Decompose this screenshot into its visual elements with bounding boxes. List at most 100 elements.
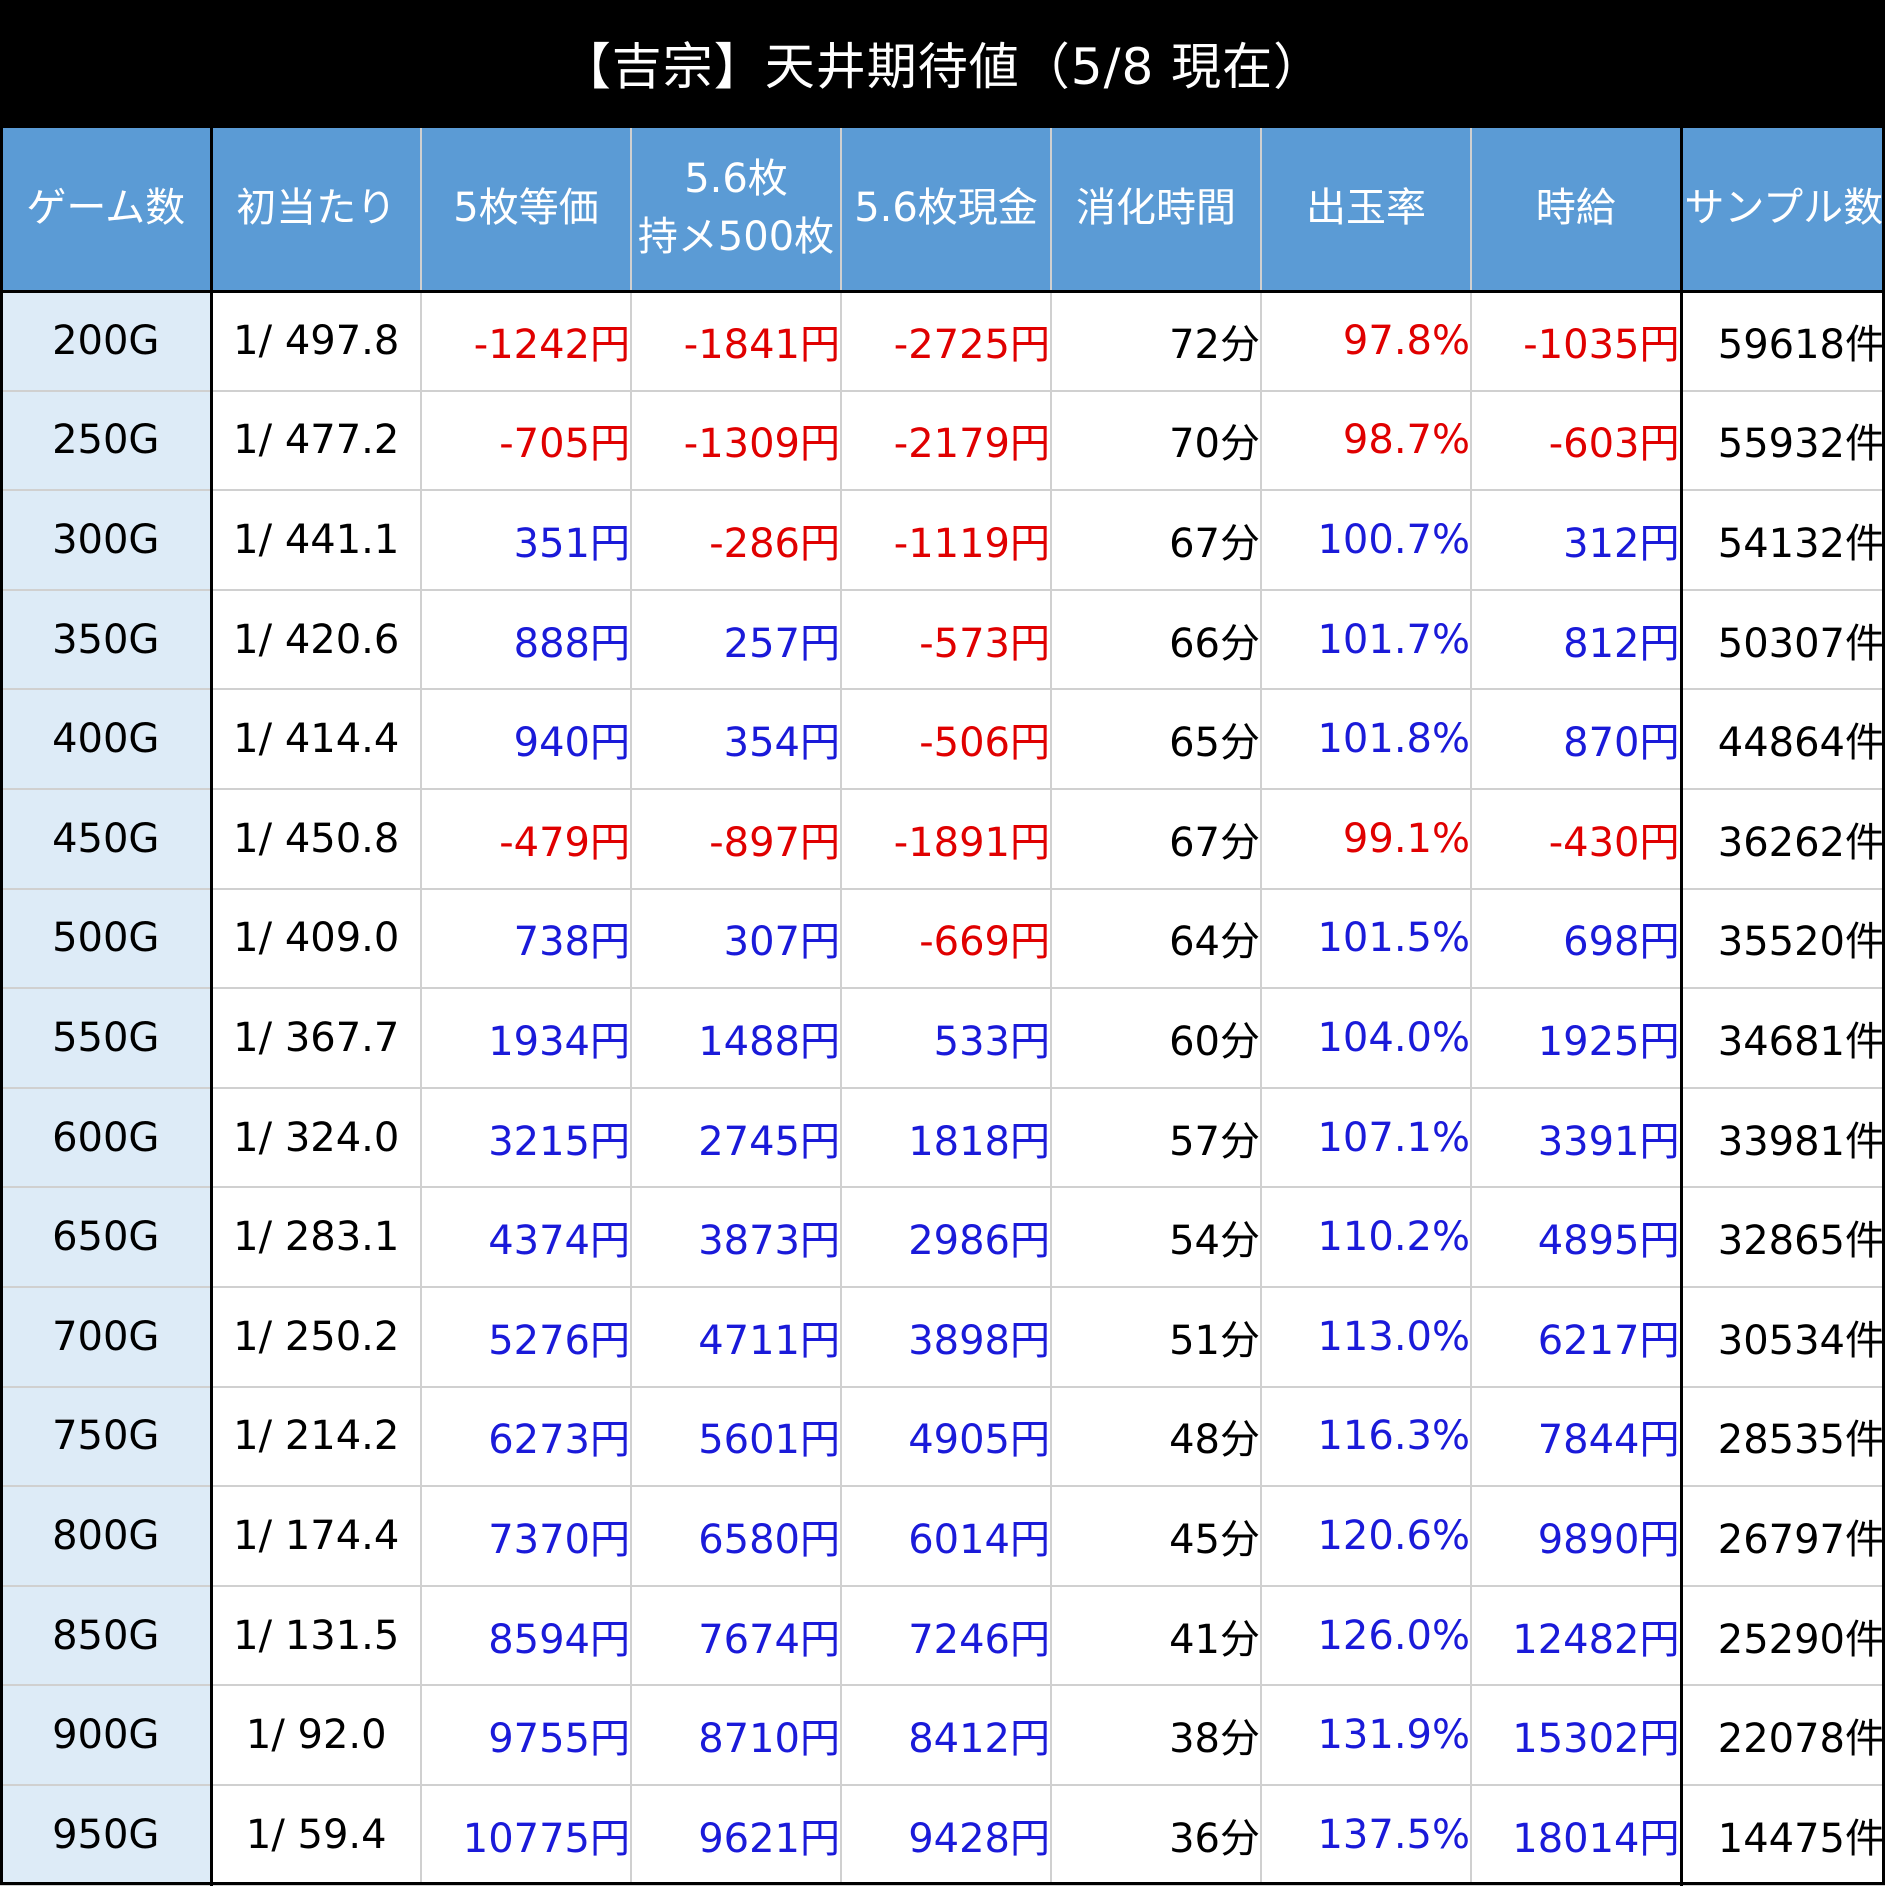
cell-game-count: 550G <box>0 987 213 1089</box>
cell-hourly-wage: -430円 <box>1470 787 1683 890</box>
cell-hourly-wage: 9890円 <box>1470 1485 1683 1587</box>
cell-first-hit: 1/ 450.8 <box>210 787 422 890</box>
cell-5-equal: 738円 <box>420 887 632 990</box>
cell-5-6-medal-500: 6580円 <box>630 1485 842 1587</box>
cell-hourly-wage: -1035円 <box>1470 290 1683 392</box>
cell-payout-rate: 101.7% <box>1260 588 1472 691</box>
table-row: 550G 1/ 367.7 1934円 1488円 533円 60分 104.0% 1925円… <box>0 987 1885 1089</box>
cell-payout-rate: 101.8% <box>1260 688 1472 790</box>
header-play-time: 消化時間 <box>1050 125 1262 292</box>
cell-5-6-cash: -1891円 <box>840 787 1052 890</box>
cell-game-count: 850G <box>0 1584 213 1687</box>
cell-5-6-cash: 9428円 <box>840 1783 1052 1886</box>
cell-first-hit: 1/ 174.4 <box>210 1485 422 1587</box>
cell-sample-count: 26797件 <box>1680 1485 1885 1587</box>
cell-hourly-wage: 812円 <box>1470 588 1683 691</box>
cell-5-equal: 3215円 <box>420 1086 632 1189</box>
cell-game-count: 650G <box>0 1186 213 1288</box>
cell-hourly-wage: 7844円 <box>1470 1385 1683 1488</box>
cell-5-6-medal-500: -897円 <box>630 787 842 890</box>
cell-sample-count: 55932件 <box>1680 389 1885 492</box>
cell-game-count: 200G <box>0 290 213 392</box>
cell-5-equal: -479円 <box>420 787 632 890</box>
cell-sample-count: 25290件 <box>1680 1584 1885 1687</box>
cell-sample-count: 34681件 <box>1680 987 1885 1089</box>
cell-sample-count: 30534件 <box>1680 1285 1885 1388</box>
cell-play-time: 64分 <box>1050 887 1262 990</box>
cell-game-count: 350G <box>0 588 213 691</box>
cell-game-count: 300G <box>0 489 213 591</box>
cell-first-hit: 1/ 497.8 <box>210 290 422 392</box>
cell-payout-rate: 113.0% <box>1260 1285 1472 1388</box>
table-row: 750G 1/ 214.2 6273円 5601円 4905円 48分 116.3% 7844… <box>0 1385 1885 1488</box>
cell-game-count: 800G <box>0 1485 213 1587</box>
cell-5-6-medal-500: -286円 <box>630 489 842 591</box>
cell-play-time: 38分 <box>1050 1684 1262 1786</box>
cell-5-6-medal-500: 4711円 <box>630 1285 842 1388</box>
cell-sample-count: 14475件 <box>1680 1783 1885 1886</box>
header-first-hit: 初当たり <box>210 125 422 292</box>
cell-5-6-cash: 533円 <box>840 987 1052 1089</box>
cell-sample-count: 36262件 <box>1680 787 1885 890</box>
cell-5-equal: 4374円 <box>420 1186 632 1288</box>
cell-first-hit: 1/ 441.1 <box>210 489 422 591</box>
cell-play-time: 41分 <box>1050 1584 1262 1687</box>
header-row: ゲーム数 初当たり 5枚等価 5.6枚 持メ500枚 5.6枚現金 消化時間 出玉率 時給 サン… <box>0 125 1885 292</box>
expected-value-table: ゲーム数 初当たり 5枚等価 5.6枚 持メ500枚 5.6枚現金 消化時間 出玉率 時給 サン… <box>0 125 1885 1886</box>
header-payout-rate: 出玉率 <box>1260 125 1472 292</box>
cell-5-equal: 6273円 <box>420 1385 632 1488</box>
cell-sample-count: 28535件 <box>1680 1385 1885 1488</box>
cell-game-count: 500G <box>0 887 213 990</box>
cell-sample-count: 22078件 <box>1680 1684 1885 1786</box>
cell-sample-count: 33981件 <box>1680 1086 1885 1189</box>
cell-hourly-wage: 4895円 <box>1470 1186 1683 1288</box>
cell-payout-rate: 100.7% <box>1260 489 1472 591</box>
cell-payout-rate: 98.7% <box>1260 389 1472 492</box>
cell-play-time: 45分 <box>1050 1485 1262 1587</box>
cell-payout-rate: 104.0% <box>1260 987 1472 1089</box>
header-5-6-medal-500: 5.6枚 持メ500枚 <box>630 125 842 292</box>
cell-hourly-wage: 1925円 <box>1470 987 1683 1089</box>
cell-game-count: 600G <box>0 1086 213 1189</box>
table-row: 850G 1/ 131.5 8594円 7674円 7246円 41分 126.0% 1248… <box>0 1584 1885 1687</box>
cell-hourly-wage: 3391円 <box>1470 1086 1683 1189</box>
cell-payout-rate: 116.3% <box>1260 1385 1472 1488</box>
cell-game-count: 950G <box>0 1783 213 1886</box>
cell-game-count: 700G <box>0 1285 213 1388</box>
cell-payout-rate: 110.2% <box>1260 1186 1472 1288</box>
cell-game-count: 400G <box>0 688 213 790</box>
cell-first-hit: 1/ 92.0 <box>210 1684 422 1786</box>
cell-payout-rate: 126.0% <box>1260 1584 1472 1687</box>
cell-hourly-wage: 18014円 <box>1470 1783 1683 1886</box>
cell-payout-rate: 107.1% <box>1260 1086 1472 1189</box>
cell-game-count: 900G <box>0 1684 213 1786</box>
cell-hourly-wage: 312円 <box>1470 489 1683 591</box>
header-5-6-cash: 5.6枚現金 <box>840 125 1052 292</box>
table-row: 350G 1/ 420.6 888円 257円 -573円 66分 101.7% 812円 50… <box>0 588 1885 691</box>
cell-hourly-wage: -603円 <box>1470 389 1683 492</box>
cell-play-time: 66分 <box>1050 588 1262 691</box>
cell-payout-rate: 99.1% <box>1260 787 1472 890</box>
cell-5-6-cash: 7246円 <box>840 1584 1052 1687</box>
cell-first-hit: 1/ 283.1 <box>210 1186 422 1288</box>
cell-game-count: 750G <box>0 1385 213 1488</box>
cell-first-hit: 1/ 59.4 <box>210 1783 422 1886</box>
table-row: 900G 1/ 92.0 9755円 8710円 8412円 38分 131.9% 15302… <box>0 1684 1885 1786</box>
cell-play-time: 70分 <box>1050 389 1262 492</box>
cell-sample-count: 59618件 <box>1680 290 1885 392</box>
cell-5-6-cash: -669円 <box>840 887 1052 990</box>
cell-payout-rate: 101.5% <box>1260 887 1472 990</box>
cell-5-6-medal-500: 307円 <box>630 887 842 990</box>
cell-5-6-cash: 4905円 <box>840 1385 1052 1488</box>
cell-first-hit: 1/ 477.2 <box>210 389 422 492</box>
cell-play-time: 67分 <box>1050 787 1262 890</box>
cell-hourly-wage: 12482円 <box>1470 1584 1683 1687</box>
cell-5-6-medal-500: -1309円 <box>630 389 842 492</box>
cell-sample-count: 35520件 <box>1680 887 1885 990</box>
cell-5-equal: 5276円 <box>420 1285 632 1388</box>
cell-5-6-cash: 8412円 <box>840 1684 1052 1786</box>
cell-payout-rate: 137.5% <box>1260 1783 1472 1886</box>
table-row: 250G 1/ 477.2 -705円 -1309円 -2179円 70分 98.7% -60… <box>0 389 1885 492</box>
cell-5-6-medal-500: 7674円 <box>630 1584 842 1687</box>
cell-5-6-cash: 6014円 <box>840 1485 1052 1587</box>
